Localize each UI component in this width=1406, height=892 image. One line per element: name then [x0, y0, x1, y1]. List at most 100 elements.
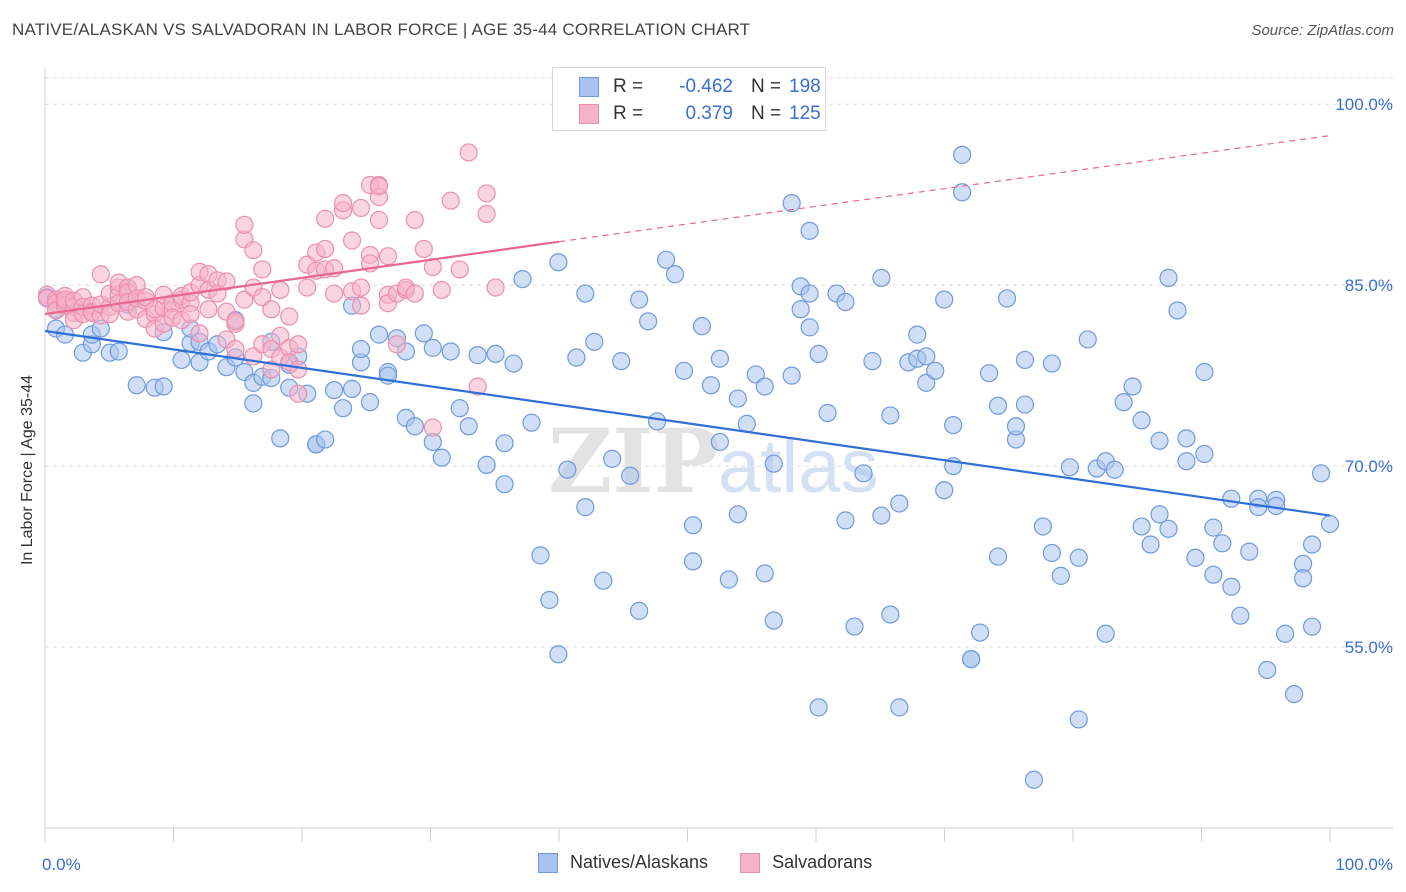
- salvadoran-point: [91, 265, 110, 284]
- r-value: 0.379: [685, 103, 733, 124]
- native-alaskan-point: [1302, 617, 1322, 636]
- native-alaskan-point: [441, 342, 460, 361]
- native-alaskan-point: [872, 268, 891, 288]
- native-alaskan-point: [665, 265, 685, 284]
- native-alaskan-point: [109, 342, 128, 361]
- native-alaskan-point: [1293, 569, 1313, 588]
- native-alaskan-point: [701, 376, 721, 395]
- salvadoran-point: [369, 210, 389, 230]
- salvadoran-point: [190, 324, 209, 343]
- salvadoran-point: [316, 209, 335, 228]
- n-value: 125: [789, 103, 821, 124]
- native-alaskan-point: [423, 338, 442, 357]
- native-alaskan-point: [567, 348, 586, 367]
- native-alaskan-point: [728, 389, 747, 408]
- salvadoran-points: [37, 143, 505, 437]
- salvadoran-point: [253, 260, 272, 279]
- native-alaskan-point: [1213, 534, 1232, 553]
- salvadoran-point: [351, 198, 371, 218]
- native-alaskan-point: [333, 399, 353, 418]
- native-alaskan-point: [935, 481, 954, 500]
- native-alaskan-point: [154, 377, 173, 396]
- native-alaskan-point: [728, 505, 747, 524]
- legend-item-salvadorans: Salvadorans: [740, 852, 872, 873]
- native-alaskan-point: [459, 417, 478, 436]
- salvadoran-point: [405, 284, 424, 303]
- salvadoran-point: [289, 335, 308, 354]
- native-alaskan-point: [522, 413, 541, 432]
- native-alaskan-point: [863, 352, 882, 371]
- native-alaskan-point: [172, 350, 191, 370]
- legend-swatch-pink: [579, 104, 599, 124]
- salvadoran-point: [378, 247, 398, 266]
- salvadoran-point: [235, 215, 254, 234]
- native-alaskan-point: [1159, 268, 1178, 288]
- native-alaskan-point: [576, 498, 595, 517]
- native-alaskan-point: [1320, 514, 1340, 534]
- native-alaskan-point: [531, 546, 550, 565]
- native-alaskan-point: [486, 344, 505, 364]
- native-alaskan-point: [1042, 354, 1061, 373]
- native-alaskan-point: [414, 324, 433, 343]
- native-alaskan-point: [369, 325, 389, 344]
- series-legend: Natives/Alaskans Salvadorans: [538, 852, 904, 873]
- native-alaskan-point: [1069, 710, 1088, 729]
- native-alaskan-point: [468, 346, 487, 365]
- native-alaskan-point: [854, 464, 873, 483]
- native-alaskan-point: [1132, 517, 1151, 536]
- native-alaskan-point: [988, 547, 1008, 566]
- salvadoran-point: [262, 360, 281, 379]
- native-alaskan-point: [1177, 452, 1196, 471]
- native-alaskan-point: [890, 494, 909, 513]
- x-tick-label: 0.0%: [42, 855, 81, 874]
- native-alaskan-point: [926, 361, 945, 380]
- n-value: 198: [789, 76, 821, 97]
- salvadoran-point: [351, 296, 371, 315]
- native-alaskan-point: [710, 349, 730, 368]
- native-alaskan-point: [908, 325, 927, 344]
- salvadoran-point: [298, 278, 317, 297]
- native-alaskan-point: [540, 590, 559, 610]
- native-alaskan-point: [791, 300, 810, 319]
- n-label: N =: [751, 76, 782, 97]
- native-alaskan-point: [1222, 577, 1241, 596]
- salvadoran-point: [289, 360, 308, 379]
- salvadoran-point: [316, 239, 335, 259]
- native-alaskan-point: [1240, 542, 1259, 561]
- salvadoran-point: [423, 418, 442, 437]
- salvadoran-point: [432, 280, 451, 300]
- native-alaskan-point: [342, 379, 362, 398]
- legend-row-salvadorans: R = 0.379 N = 125: [579, 101, 821, 127]
- native-alaskan-point: [719, 570, 738, 589]
- salvadoran-point: [226, 339, 245, 359]
- native-alaskan-point: [881, 406, 900, 425]
- salvadoran-point: [387, 335, 407, 354]
- native-alaskan-point: [746, 365, 765, 384]
- native-alaskan-point: [997, 289, 1017, 308]
- native-alaskan-point: [450, 399, 469, 418]
- salvadoran-point: [468, 377, 487, 396]
- native-alaskan-point: [127, 376, 146, 395]
- native-alaskan-point: [477, 455, 496, 474]
- native-alaskan-point: [630, 601, 649, 620]
- native-alaskan-point: [558, 460, 577, 479]
- y-tick-label: 100.0%: [1335, 95, 1393, 114]
- salvadoran-point: [289, 384, 308, 403]
- native-alaskan-point: [1051, 566, 1070, 585]
- salvadoran-point: [333, 194, 353, 213]
- native-alaskan-point: [935, 290, 954, 309]
- salvadoran-point: [226, 312, 245, 331]
- native-alaskan-point: [836, 292, 855, 312]
- native-alaskan-point: [1276, 624, 1295, 643]
- native-alaskan-point: [271, 429, 290, 448]
- native-alaskan-trend-line: [44, 329, 1331, 517]
- native-alaskan-point: [630, 290, 649, 309]
- native-alaskan-point: [1060, 458, 1079, 477]
- native-alaskan-point: [1132, 411, 1151, 430]
- native-alaskan-point: [1024, 770, 1044, 789]
- salvadoran-point: [477, 184, 496, 203]
- r-label: R =: [613, 103, 644, 124]
- salvadoran-point: [271, 326, 290, 345]
- native-alaskan-point: [1042, 543, 1061, 563]
- trend-lines: [44, 134, 1331, 517]
